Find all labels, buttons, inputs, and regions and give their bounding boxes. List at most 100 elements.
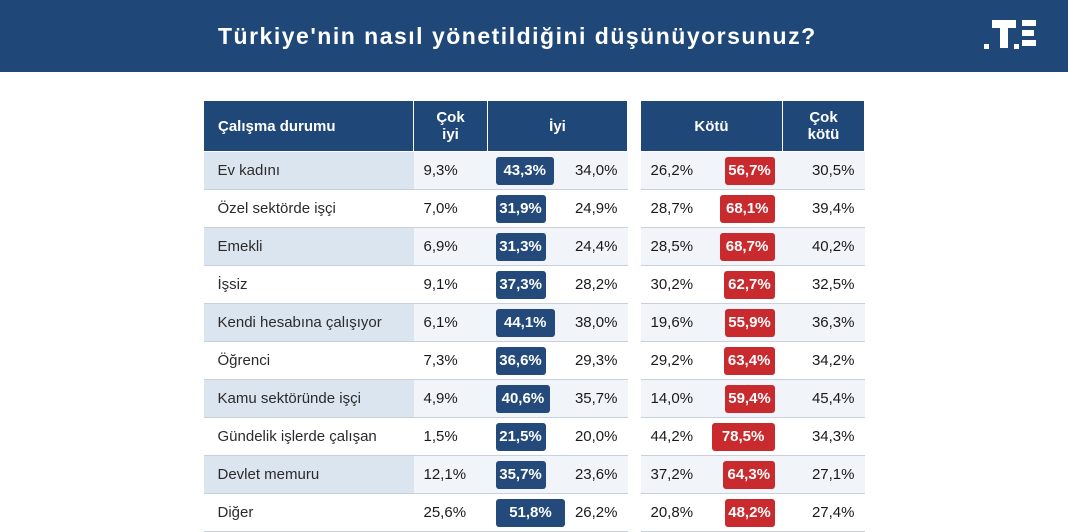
cell-cok-kotu: 36,3%	[783, 304, 865, 342]
cell-cok-kotu: 34,2%	[783, 342, 865, 380]
table-body: Ev kadını9,3%43,3%34,0%26,2%56,7%30,5%Öz…	[204, 152, 865, 532]
bad-sum-pill: 68,7%	[720, 233, 775, 261]
cell-kotu: 28,5%68,7%	[641, 228, 783, 266]
table-row: Kendi hesabına çalışıyor6,1%44,1%38,0% 19…	[204, 304, 865, 342]
bad-sum-pill: 62,7%	[724, 271, 774, 299]
good-sum-pill: 36,6%	[496, 347, 546, 375]
good-sum-pill: 37,3%	[496, 271, 546, 299]
cell-kotu: 26,2%56,7%	[641, 152, 783, 190]
row-label: Devlet memuru	[204, 456, 414, 494]
bad-sum-pill: 64,3%	[723, 461, 774, 489]
table-row: İşsiz9,1%37,3%28,2% 30,2%62,7%32,5%	[204, 266, 865, 304]
cell-cok-kotu: 34,3%	[783, 418, 865, 456]
table-row: Kamu sektöründe işçi4,9%40,6%35,7% 14,0%5…	[204, 380, 865, 418]
cell-cok-kotu: 39,4%	[783, 190, 865, 228]
cell-cok-iyi: 9,3%	[414, 152, 488, 190]
bad-sum-pill: 68,1%	[720, 195, 774, 223]
good-sum-pill: 51,8%	[496, 499, 566, 527]
cell-cok-kotu: 27,4%	[783, 494, 865, 532]
row-label: Öğrenci	[204, 342, 414, 380]
table-row: Emekli6,9%31,3%24,4% 28,5%68,7%40,2%	[204, 228, 865, 266]
row-label: Gündelik işlerde çalışan	[204, 418, 414, 456]
cell-gap	[628, 304, 641, 342]
table-row: Diğer25,6%51,8%26,2% 20,8%48,2%27,4%	[204, 494, 865, 532]
cell-kotu: 14,0%59,4%	[641, 380, 783, 418]
cell-iyi: 44,1%38,0%	[488, 304, 628, 342]
table-container: Çalışma durumu Çok iyi İyi Kötü Çok kötü…	[0, 72, 1068, 532]
good-sum-pill: 31,3%	[496, 233, 546, 261]
cell-gap	[628, 380, 641, 418]
row-label: Diğer	[204, 494, 414, 532]
cell-gap	[628, 342, 641, 380]
good-sum-pill: 43,3%	[496, 157, 554, 185]
header-bar: Türkiye'nin nasıl yönetildiğini düşünüyo…	[0, 0, 1068, 72]
cell-cok-iyi: 6,9%	[414, 228, 488, 266]
col-header-iyi: İyi	[488, 101, 628, 152]
col-gap	[628, 101, 641, 152]
cell-iyi: 31,3%24,4%	[488, 228, 628, 266]
cell-iyi: 31,9%24,9%	[488, 190, 628, 228]
table-row: Özel sektörde işçi7,0%31,9%24,9% 28,7%68,…	[204, 190, 865, 228]
cell-iyi: 40,6%35,7%	[488, 380, 628, 418]
cell-cok-iyi: 7,0%	[414, 190, 488, 228]
table-row: Devlet memuru12,1%35,7%23,6%37,2%64,3%27…	[204, 456, 865, 494]
bad-sum-pill: 55,9%	[725, 309, 775, 337]
cell-cok-iyi: 7,3%	[414, 342, 488, 380]
col-header-rowlabel: Çalışma durumu	[204, 101, 414, 152]
cell-gap	[628, 228, 641, 266]
cell-iyi: 37,3%28,2%	[488, 266, 628, 304]
cell-iyi: 51,8%26,2%	[488, 494, 628, 532]
col-header-cok-kotu: Çok kötü	[783, 101, 865, 152]
cell-cok-kotu: 32,5%	[783, 266, 865, 304]
cell-cok-kotu: 40,2%	[783, 228, 865, 266]
cell-kotu: 19,6%55,9%	[641, 304, 783, 342]
good-sum-pill: 44,1%	[496, 309, 556, 337]
cell-cok-kotu: 30,5%	[783, 152, 865, 190]
cell-cok-kotu: 45,4%	[783, 380, 865, 418]
cell-kotu: 29,2%63,4%	[641, 342, 783, 380]
cell-kotu: 28,7%68,1%	[641, 190, 783, 228]
bad-sum-pill: 78,5%	[712, 423, 775, 451]
bad-sum-pill: 48,2%	[725, 499, 775, 527]
row-label: İşsiz	[204, 266, 414, 304]
cell-cok-iyi: 6,1%	[414, 304, 488, 342]
cell-iyi: 36,6%29,3%	[488, 342, 628, 380]
bad-sum-pill: 56,7%	[725, 157, 775, 185]
table-row: Ev kadını9,3%43,3%34,0% 26,2%56,7%30,5%	[204, 152, 865, 190]
col-header-cok-iyi: Çok iyi	[414, 101, 488, 152]
cell-iyi: 35,7%23,6%	[488, 456, 628, 494]
cell-kotu: 44,2%78,5%	[641, 418, 783, 456]
cell-cok-iyi: 1,5%	[414, 418, 488, 456]
survey-table: Çalışma durumu Çok iyi İyi Kötü Çok kötü…	[203, 100, 865, 532]
cell-gap	[628, 152, 641, 190]
cell-cok-iyi: 9,1%	[414, 266, 488, 304]
page-title: Türkiye'nin nasıl yönetildiğini düşünüyo…	[218, 23, 817, 50]
cell-cok-iyi: 4,9%	[414, 380, 488, 418]
cell-cok-iyi: 12,1%	[414, 456, 488, 494]
table-row: Gündelik işlerde çalışan1,5%21,5%20,0% 44…	[204, 418, 865, 456]
cell-gap	[628, 494, 641, 532]
row-label: Ev kadını	[204, 152, 414, 190]
cell-cok-iyi: 25,6%	[414, 494, 488, 532]
good-sum-pill: 35,7%	[496, 461, 546, 489]
row-label: Kamu sektöründe işçi	[204, 380, 414, 418]
col-header-kotu: Kötü	[641, 101, 783, 152]
good-sum-pill: 31,9%	[496, 195, 546, 223]
good-sum-pill: 21,5%	[496, 423, 546, 451]
row-label: Kendi hesabına çalışıyor	[204, 304, 414, 342]
cell-iyi: 43,3%34,0%	[488, 152, 628, 190]
good-sum-pill: 40,6%	[496, 385, 551, 413]
table-row: Öğrenci7,3%36,6%29,3% 29,2%63,4%34,2%	[204, 342, 865, 380]
bad-sum-pill: 63,4%	[724, 347, 775, 375]
row-label: Özel sektörde işçi	[204, 190, 414, 228]
table-header-row: Çalışma durumu Çok iyi İyi Kötü Çok kötü	[204, 101, 865, 152]
cell-gap	[628, 266, 641, 304]
cell-kotu: 30,2%62,7%	[641, 266, 783, 304]
cell-gap	[628, 190, 641, 228]
cell-kotu: 20,8%48,2%	[641, 494, 783, 532]
cell-iyi: 21,5%20,0%	[488, 418, 628, 456]
cell-gap	[628, 456, 641, 494]
brand-logo-icon	[984, 16, 1040, 56]
row-label: Emekli	[204, 228, 414, 266]
cell-gap	[628, 418, 641, 456]
